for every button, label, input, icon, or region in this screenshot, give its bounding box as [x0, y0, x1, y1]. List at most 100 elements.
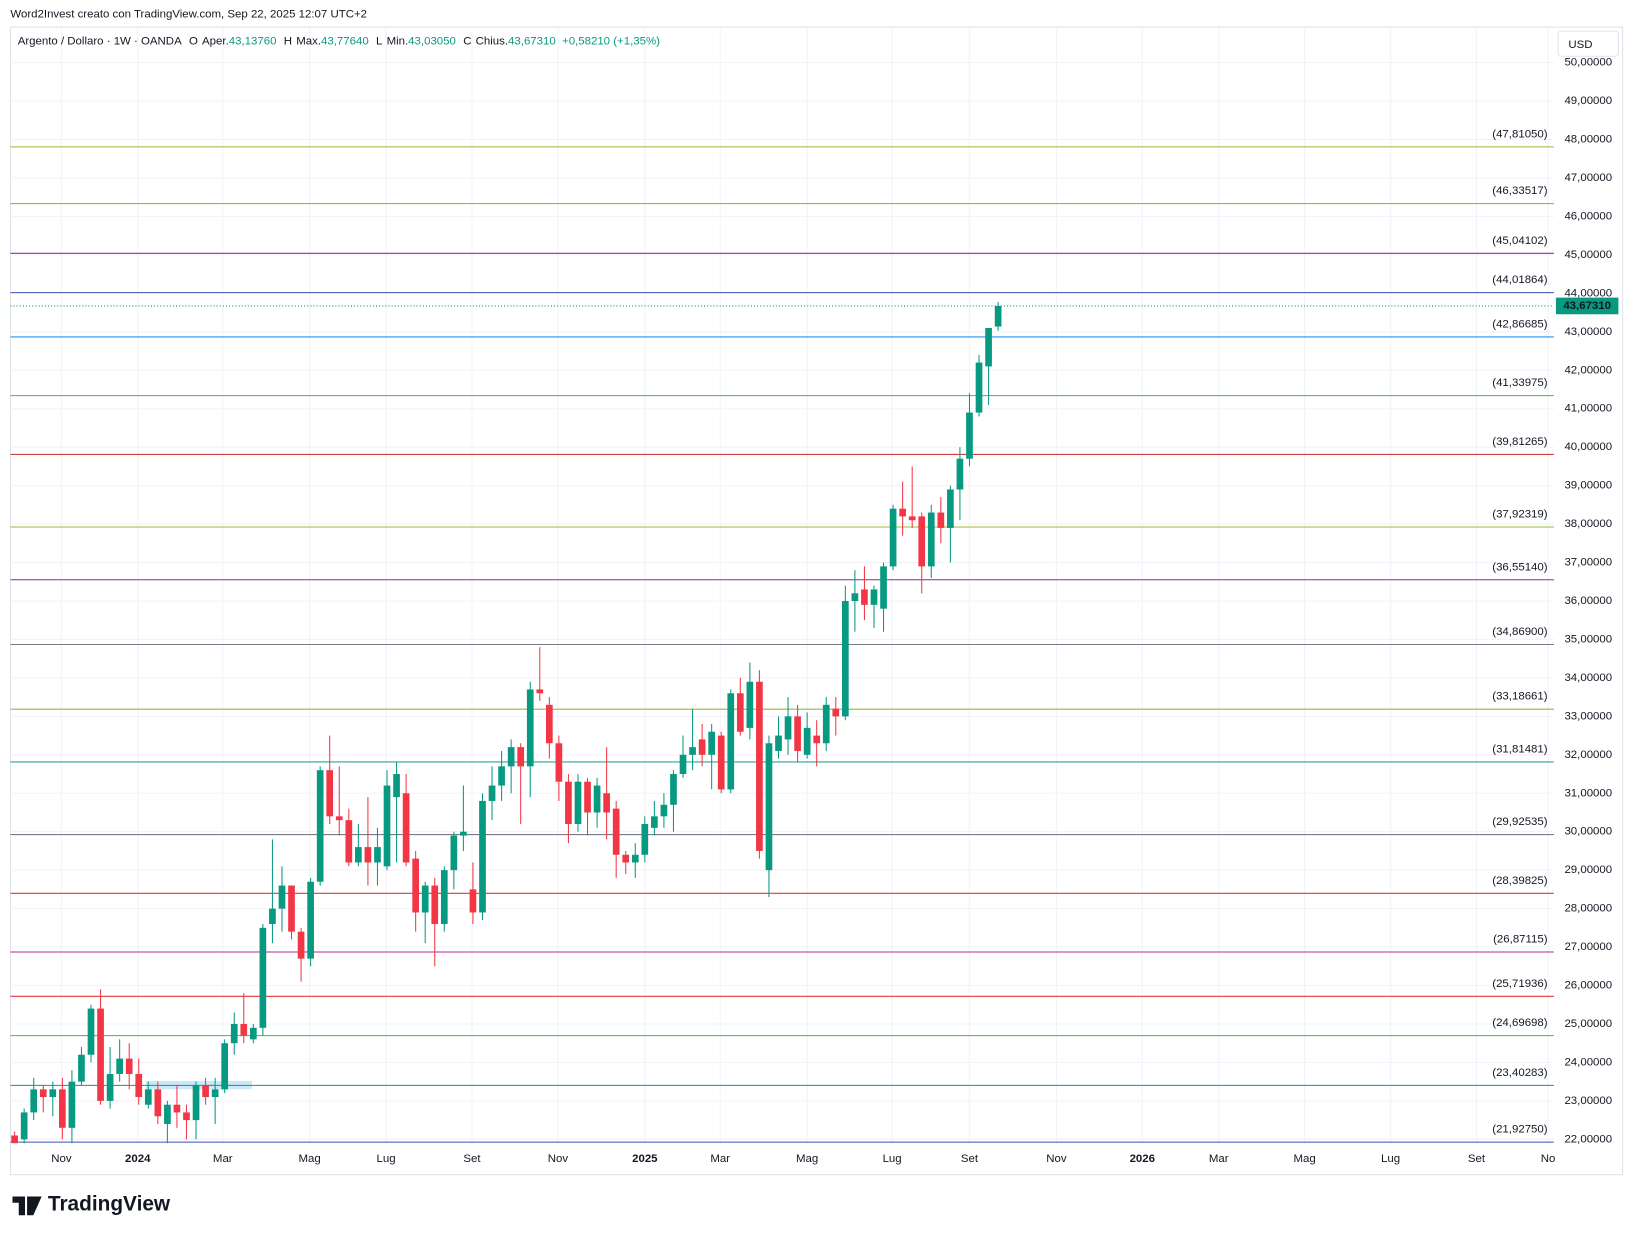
- y-tick-label: 47,00000: [1564, 172, 1612, 184]
- candle-body: [202, 1085, 209, 1098]
- candle-body: [364, 847, 372, 863]
- candle-body: [975, 362, 983, 413]
- level-label: (37,92319): [1492, 509, 1548, 521]
- y-tick-label: 23,00000: [1564, 1095, 1612, 1107]
- candle-body: [230, 1023, 238, 1044]
- candle-body: [59, 1089, 66, 1128]
- legend-name: Aper.: [202, 36, 229, 48]
- level-label: (29,92535): [1492, 816, 1548, 828]
- candle-body: [135, 1073, 143, 1098]
- candle-body: [507, 747, 515, 767]
- candle-body: [259, 927, 267, 1028]
- candle-body: [488, 785, 496, 801]
- x-tick-label: Mag: [299, 1153, 321, 1165]
- candle-body: [469, 889, 477, 913]
- y-tick-label: 22,00000: [1564, 1133, 1612, 1145]
- candle-body: [87, 1008, 95, 1055]
- x-tick-label: Lug: [377, 1153, 396, 1165]
- y-tick-label: 28,00000: [1564, 903, 1612, 915]
- legend-name: Chius.: [476, 36, 508, 48]
- candle-body: [211, 1089, 219, 1098]
- y-tick-label: 30,00000: [1564, 826, 1612, 838]
- candle-body: [641, 824, 649, 855]
- grid: [10, 27, 1554, 1146]
- candle-body: [355, 847, 362, 863]
- candle-body: [651, 816, 658, 828]
- candle-body: [97, 1008, 104, 1101]
- level-label: (39,81265): [1492, 436, 1548, 448]
- candle-body: [670, 774, 677, 805]
- candle-body: [956, 458, 964, 490]
- candle-body: [708, 731, 716, 755]
- candle-body: [20, 1112, 28, 1140]
- candle-body: [660, 804, 668, 817]
- legend-value: 43,67310: [508, 36, 556, 48]
- candle-body: [565, 781, 572, 825]
- level-label: (42,86685): [1492, 318, 1548, 330]
- x-tick-label: Lug: [1381, 1153, 1400, 1165]
- candle-body: [68, 1081, 76, 1128]
- candle-body: [125, 1058, 133, 1074]
- x-tick-label: Nov: [548, 1153, 569, 1165]
- logo: TradingView: [12, 1192, 171, 1216]
- level-label: (46,33517): [1492, 185, 1548, 197]
- candle-body: [612, 808, 620, 855]
- candle-body: [345, 820, 353, 863]
- level-label: (36,55140): [1492, 561, 1548, 573]
- x-tick-label: Nov: [51, 1153, 72, 1165]
- candle-body: [288, 885, 295, 932]
- candle-body: [689, 747, 696, 755]
- logo-icon: [12, 1196, 42, 1216]
- candle-body: [297, 931, 305, 959]
- y-tick-label: 40,00000: [1564, 441, 1612, 453]
- level-label: (34,86900): [1492, 626, 1548, 638]
- candle-body: [192, 1085, 200, 1121]
- level-label: (25,71936): [1492, 978, 1548, 990]
- candle-body: [679, 754, 687, 775]
- candle-body: [861, 589, 868, 605]
- level-label: (45,04102): [1492, 235, 1548, 247]
- candle-body: [421, 885, 429, 913]
- candle-body: [374, 847, 381, 863]
- legend-key: C: [463, 36, 471, 48]
- y-tick-label: 39,00000: [1564, 480, 1612, 492]
- y-tick-label: 34,00000: [1564, 672, 1612, 684]
- candles: [11, 301, 1002, 1144]
- x-tick-label: 2025: [632, 1153, 658, 1165]
- legend-value: 43,13760: [229, 36, 277, 48]
- legend-change: +0,58210 (+1,35%): [562, 36, 660, 48]
- candle-body: [870, 589, 878, 605]
- candle-body: [316, 770, 324, 882]
- candle-body: [851, 593, 859, 601]
- legend-symbol: Argento / Dollaro · 1W · OANDA: [18, 36, 182, 48]
- candle-body: [450, 835, 458, 871]
- candle-body: [813, 735, 821, 744]
- level-label: (23,40283): [1492, 1067, 1548, 1079]
- candle-body: [603, 793, 610, 813]
- y-tick-label: 31,00000: [1564, 787, 1612, 799]
- legend: Argento / Dollaro · 1W · OANDA O Aper.43,1…: [18, 36, 660, 48]
- candle-body: [593, 785, 601, 813]
- candle-body: [517, 747, 525, 767]
- candle-body: [393, 774, 400, 798]
- level-label: (44,01864): [1492, 274, 1548, 286]
- x-tick-label: Mar: [710, 1153, 730, 1165]
- y-tick-label: 46,00000: [1564, 210, 1612, 222]
- candle-body: [440, 870, 448, 924]
- y-tick-label: 35,00000: [1564, 633, 1612, 645]
- candle-body: [842, 600, 849, 717]
- candle-body: [985, 327, 992, 367]
- candle-body: [736, 693, 744, 732]
- candle-body: [78, 1054, 85, 1082]
- candle-body: [498, 766, 505, 786]
- y-tick-label: 26,00000: [1564, 980, 1612, 992]
- legend-key: H: [284, 36, 292, 48]
- x-tick-label: No: [1541, 1153, 1556, 1165]
- candle-body: [116, 1058, 123, 1074]
- candle-body: [221, 1043, 229, 1090]
- candle-body: [431, 885, 439, 924]
- y-tick-label: 32,00000: [1564, 749, 1612, 761]
- level-label: (21,92750): [1492, 1124, 1548, 1136]
